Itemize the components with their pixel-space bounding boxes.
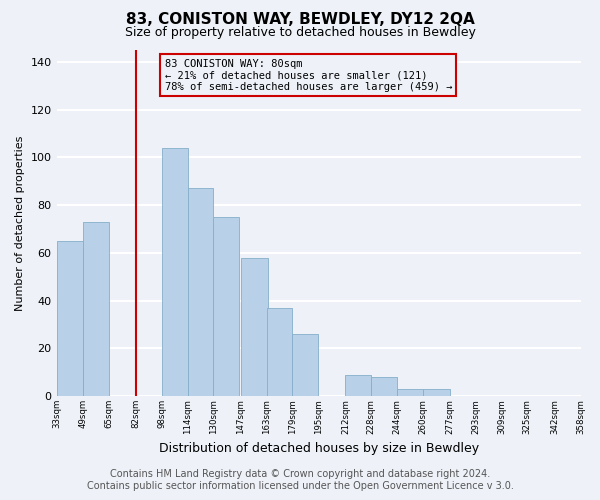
X-axis label: Distribution of detached houses by size in Bewdley: Distribution of detached houses by size … bbox=[159, 442, 479, 455]
Bar bbox=[397, 389, 423, 396]
Text: 83, CONISTON WAY, BEWDLEY, DY12 2QA: 83, CONISTON WAY, BEWDLEY, DY12 2QA bbox=[125, 12, 475, 28]
Text: Contains HM Land Registry data © Crown copyright and database right 2024.
Contai: Contains HM Land Registry data © Crown c… bbox=[86, 470, 514, 491]
Text: Size of property relative to detached houses in Bewdley: Size of property relative to detached ho… bbox=[125, 26, 475, 39]
Bar bbox=[83, 222, 109, 396]
Bar bbox=[57, 241, 83, 396]
Bar bbox=[371, 377, 397, 396]
Bar bbox=[292, 334, 318, 396]
Bar bbox=[188, 188, 214, 396]
Bar bbox=[162, 148, 188, 396]
Bar bbox=[214, 217, 239, 396]
Bar bbox=[241, 258, 268, 396]
Y-axis label: Number of detached properties: Number of detached properties bbox=[15, 136, 25, 310]
Bar bbox=[423, 389, 450, 396]
Bar bbox=[266, 308, 292, 396]
Text: 83 CONISTON WAY: 80sqm
← 21% of detached houses are smaller (121)
78% of semi-de: 83 CONISTON WAY: 80sqm ← 21% of detached… bbox=[164, 58, 452, 92]
Bar bbox=[346, 374, 371, 396]
